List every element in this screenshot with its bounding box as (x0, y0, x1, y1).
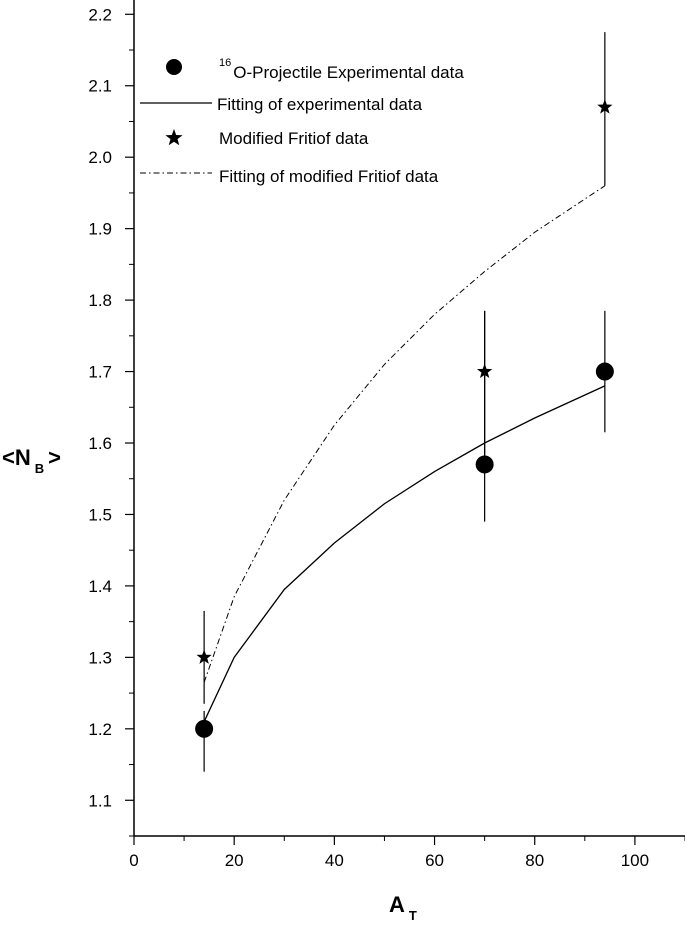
axes (133, 0, 685, 837)
y-tick-label: 1.6 (88, 434, 112, 453)
legend-circle-marker (166, 59, 182, 75)
fit-line-experimental (203, 385, 606, 722)
y-tick-label: 1.1 (88, 791, 112, 810)
data-point-experimental (195, 719, 214, 738)
legend-label-fritiof: Modified Fritiof data (219, 129, 369, 148)
legend-star-marker (165, 129, 183, 146)
x-tick-label: 60 (425, 851, 444, 870)
y-tick-label: 1.7 (88, 363, 112, 382)
y-tick-label: 1.2 (88, 720, 112, 739)
plot-area (195, 32, 614, 772)
x-tick-label: 40 (325, 851, 344, 870)
legend-item-experimental: 16 O-Projectile Experimental data (166, 57, 464, 82)
y-tick-label: 1.5 (88, 505, 112, 524)
x-ticks: 0 20 40 60 80 100 (129, 836, 685, 870)
y-tick-label: 2.2 (88, 5, 112, 24)
y-tick-label: 2.0 (88, 148, 112, 167)
legend: 16 O-Projectile Experimental data Fitting… (140, 57, 464, 186)
legend-label-fit-experimental: Fitting of experimental data (217, 95, 423, 114)
legend-item-fit-fritiof: Fitting of modified Fritiof data (140, 167, 439, 186)
y-tick-label: 1.9 (88, 220, 112, 239)
y-tick-label: 1.3 (88, 648, 112, 667)
data-point-fritiof (196, 649, 212, 664)
data-point-fritiof (597, 99, 613, 114)
legend-label-fit-fritiof: Fitting of modified Fritiof data (219, 167, 439, 186)
fit-line-fritiof (203, 185, 606, 683)
data-point-experimental (595, 362, 614, 381)
legend-item-fit-experimental: Fitting of experimental data (140, 95, 423, 114)
legend-item-fritiof: Modified Fritiof data (165, 129, 369, 148)
x-tick-label: 20 (225, 851, 244, 870)
x-tick-label: 80 (525, 851, 544, 870)
y-tick-label: 1.4 (88, 577, 112, 596)
data-point-fritiof (477, 363, 493, 379)
legend-label-experimental: 16 O-Projectile Experimental data (219, 57, 464, 82)
y-axis-title: <N B > (2, 445, 61, 476)
x-tick-label: 100 (621, 851, 649, 870)
y-tick-label: 2.1 (88, 77, 112, 96)
x-tick-label: 0 (129, 851, 138, 870)
y-tick-label: 1.8 (88, 291, 112, 310)
y-ticks: 1.1 1.2 1.3 1.4 1.5 1.6 1.7 1.8 1.9 2.0 2.1 2.2 (88, 5, 134, 837)
